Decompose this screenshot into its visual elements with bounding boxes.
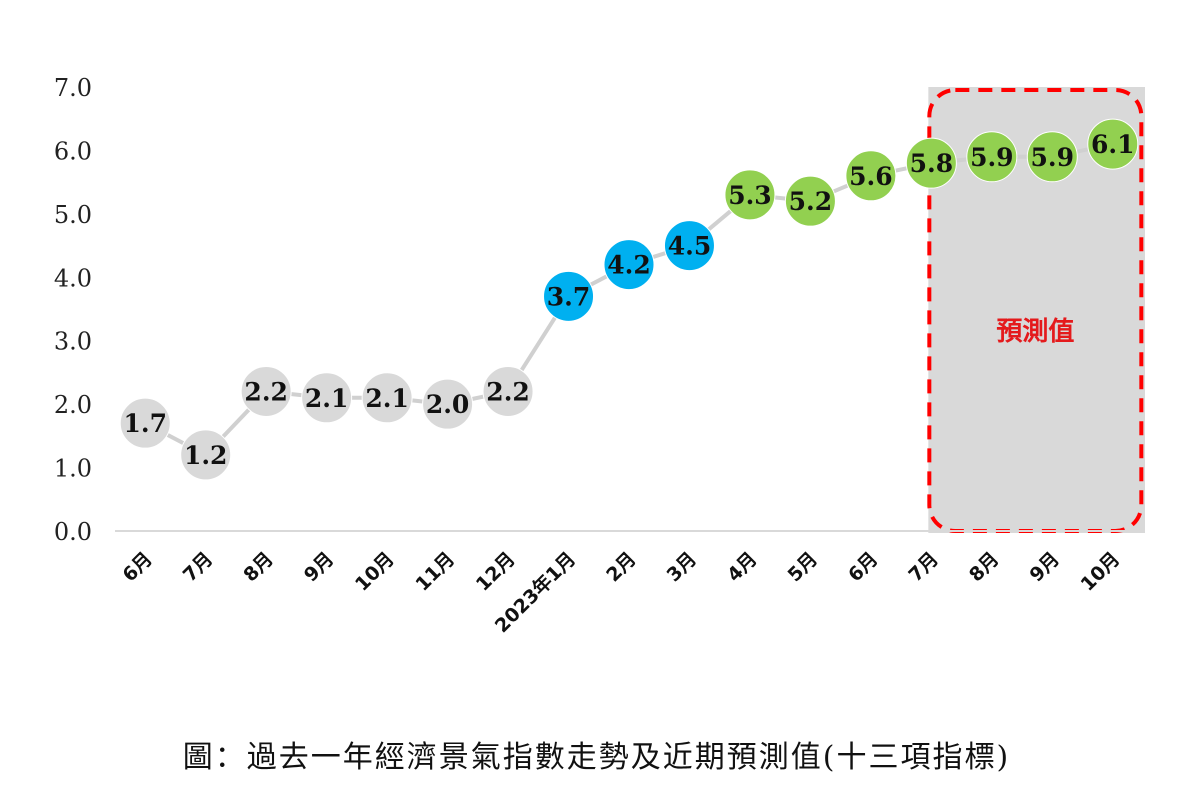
data-point: 1.2 bbox=[180, 429, 232, 481]
data-point: 4.5 bbox=[663, 220, 715, 272]
data-point: 1.7 bbox=[119, 397, 171, 449]
data-label: 4.5 bbox=[668, 232, 712, 261]
data-label: 5.9 bbox=[970, 143, 1014, 172]
x-tick-label: 10月 bbox=[351, 548, 399, 596]
x-tick-label: 6月 bbox=[118, 548, 156, 586]
y-tick-label: 4.0 bbox=[54, 264, 92, 292]
y-tick-label: 6.0 bbox=[54, 137, 92, 165]
data-label: 6.1 bbox=[1091, 130, 1135, 159]
point-marker bbox=[603, 239, 655, 291]
point-marker bbox=[482, 365, 534, 417]
data-label: 2.1 bbox=[365, 384, 409, 413]
data-point: 4.2 bbox=[603, 239, 655, 291]
point-marker bbox=[119, 397, 171, 449]
data-label: 2.1 bbox=[305, 384, 349, 413]
data-label: 5.8 bbox=[910, 149, 954, 178]
x-tick-label: 9月 bbox=[1025, 548, 1063, 586]
data-point: 5.9 bbox=[966, 131, 1018, 183]
chart-caption: 圖：過去一年經濟景氣指數走勢及近期預測值(十三項指標) bbox=[182, 740, 1011, 775]
point-marker bbox=[1026, 131, 1078, 183]
y-tick-label: 3.0 bbox=[54, 328, 92, 356]
x-tick-label: 8月 bbox=[965, 548, 1003, 586]
data-label: 4.2 bbox=[607, 251, 651, 280]
data-point: 2.1 bbox=[301, 372, 353, 424]
y-tick-label: 2.0 bbox=[54, 391, 92, 419]
x-tick-label: 3月 bbox=[663, 548, 701, 586]
forecast-label: 預測值 bbox=[996, 317, 1074, 347]
data-point: 5.2 bbox=[784, 175, 836, 227]
x-tick-label: 6月 bbox=[844, 548, 882, 586]
data-points: 1.7 1.2 2.2 2.1 2.1 2.0 2.2 3.7 4.2 4.5 5.3 5.2 5.6 5… bbox=[119, 118, 1139, 481]
data-label: 5.9 bbox=[1031, 143, 1075, 172]
x-tick-label: 4月 bbox=[723, 548, 761, 586]
y-tick-label: 1.0 bbox=[54, 455, 92, 483]
point-marker bbox=[422, 378, 474, 430]
data-point: 5.3 bbox=[724, 169, 776, 221]
data-label: 1.7 bbox=[123, 409, 167, 438]
data-point: 2.0 bbox=[422, 378, 474, 430]
data-point: 2.1 bbox=[361, 372, 413, 424]
data-label: 2.0 bbox=[426, 390, 470, 419]
y-tick-label: 5.0 bbox=[54, 201, 92, 229]
data-point: 6.1 bbox=[1087, 118, 1139, 170]
point-marker bbox=[905, 137, 957, 189]
point-marker bbox=[845, 150, 897, 202]
point-marker bbox=[240, 365, 292, 417]
point-marker bbox=[361, 372, 413, 424]
x-tick-label: 2月 bbox=[602, 548, 640, 586]
data-label: 2.2 bbox=[244, 377, 288, 406]
data-point: 2.2 bbox=[482, 365, 534, 417]
x-tick-label: 11月 bbox=[411, 548, 459, 596]
y-tick-label: 7.0 bbox=[54, 74, 92, 102]
x-tick-label: 12月 bbox=[472, 548, 520, 596]
x-tick-label: 5月 bbox=[784, 548, 822, 586]
y-axis: 0.0 1.0 2.0 3.0 4.0 5.0 6.0 7.0 bbox=[54, 74, 92, 546]
x-tick-label: 8月 bbox=[239, 548, 277, 586]
data-point: 2.2 bbox=[240, 365, 292, 417]
data-label: 5.3 bbox=[728, 181, 772, 210]
point-marker bbox=[180, 429, 232, 481]
point-marker bbox=[301, 372, 353, 424]
x-tick-label: 9月 bbox=[300, 548, 338, 586]
data-label: 5.6 bbox=[849, 162, 893, 191]
data-point: 5.9 bbox=[1026, 131, 1078, 183]
point-marker bbox=[724, 169, 776, 221]
y-tick-label: 0.0 bbox=[54, 518, 92, 546]
x-tick-label: 7月 bbox=[179, 548, 217, 586]
point-marker bbox=[784, 175, 836, 227]
point-marker bbox=[966, 131, 1018, 183]
point-marker bbox=[1087, 118, 1139, 170]
data-point: 5.6 bbox=[845, 150, 897, 202]
data-label: 5.2 bbox=[789, 187, 833, 216]
x-tick-label: 7月 bbox=[905, 548, 943, 586]
data-label: 3.7 bbox=[547, 282, 591, 311]
data-point: 3.7 bbox=[543, 270, 595, 322]
x-tick-label: 10月 bbox=[1077, 548, 1125, 596]
data-label: 2.2 bbox=[486, 377, 530, 406]
data-label: 1.2 bbox=[184, 441, 228, 470]
data-point: 5.8 bbox=[905, 137, 957, 189]
point-marker bbox=[663, 220, 715, 272]
point-marker bbox=[543, 270, 595, 322]
forecast-border bbox=[927, 88, 1144, 533]
